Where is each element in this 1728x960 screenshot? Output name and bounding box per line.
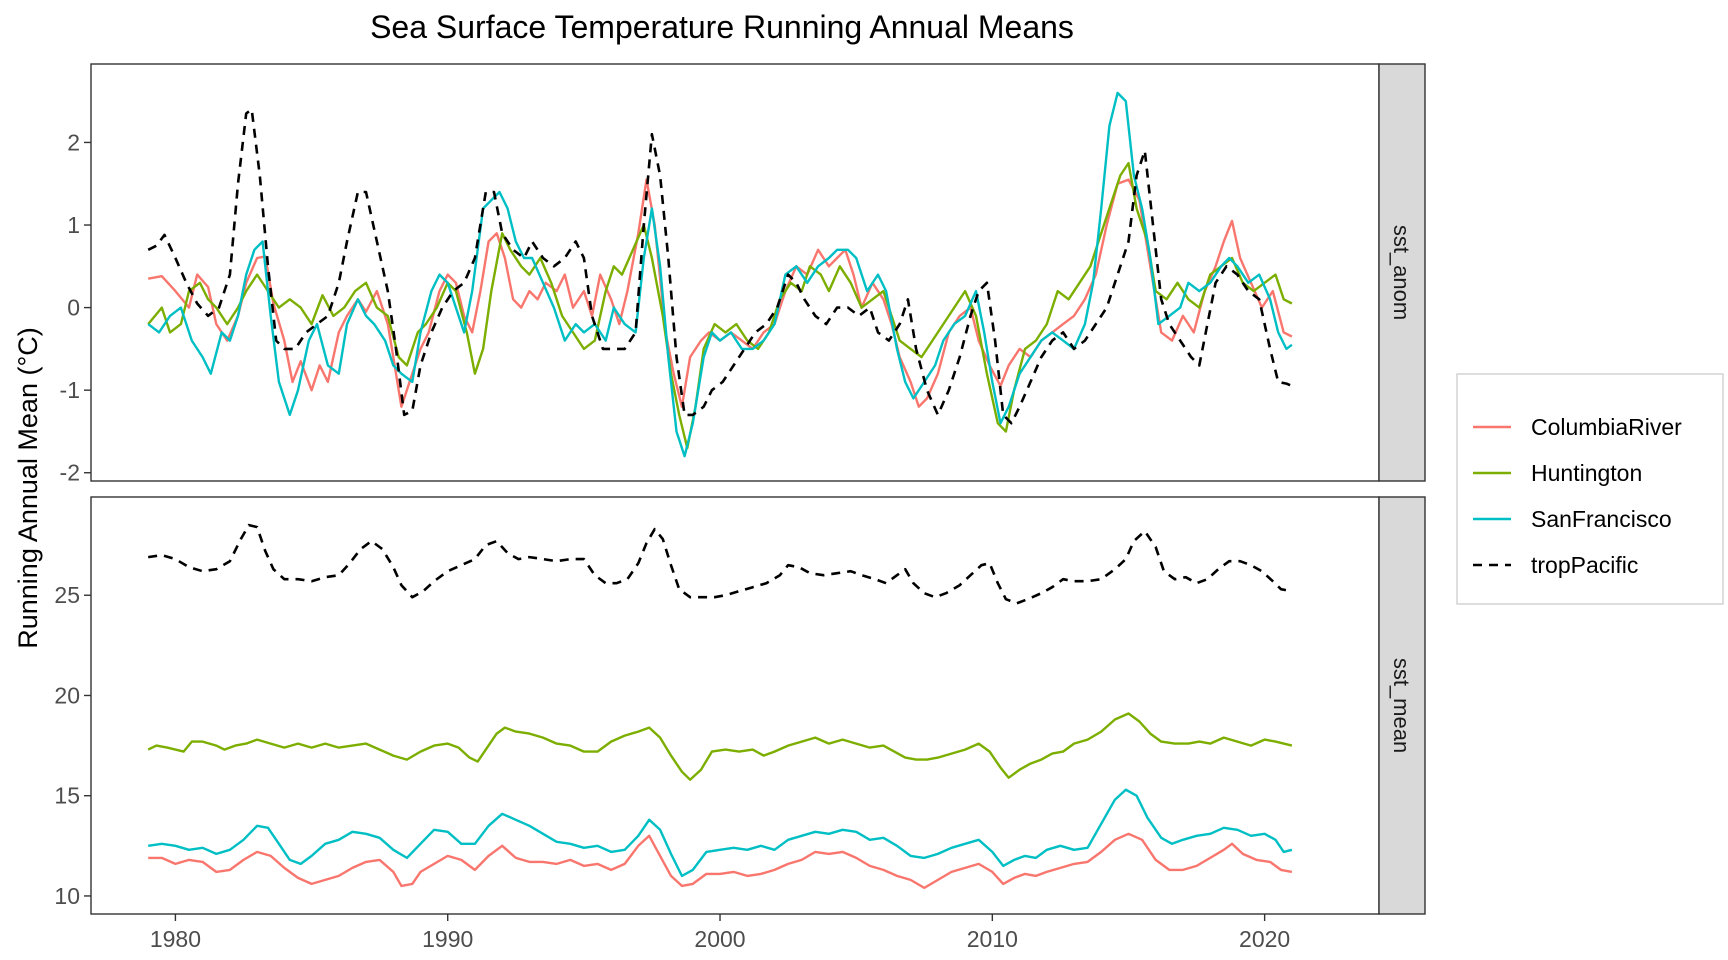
panel-sst-anom: -2 -1 0 1 2 sst_anom (60, 63, 1426, 486)
series-line-huntington (147, 161, 1293, 450)
x-tick-label: 2000 (694, 926, 745, 952)
x-tick-label: 1980 (150, 926, 201, 952)
series-line-troppacific (148, 523, 1293, 605)
series-line-huntington (147, 712, 1293, 781)
facet-strip-label: sst_mean (1389, 658, 1414, 753)
y-tick-label: -2 (60, 460, 80, 486)
legend-label-sanfrancisco: SanFrancisco (1531, 506, 1672, 532)
legend-label-huntington: Huntington (1531, 460, 1642, 486)
y-tick-label: 0 (67, 295, 80, 321)
panel-border (90, 63, 1380, 482)
legend: ColumbiaRiver Huntington SanFrancisco tropP… (1456, 373, 1724, 605)
facet-strip (1378, 496, 1426, 915)
y-tick-label: 2 (67, 129, 80, 155)
y-tick-label: 15 (54, 783, 80, 809)
series-line-sanfrancisco (148, 788, 1293, 878)
legend-label-troppacific: tropPacific (1531, 552, 1638, 578)
series-line-troppacific (147, 108, 1293, 425)
series-line-columbiariver (148, 832, 1293, 890)
legend-box (1456, 373, 1724, 605)
facet-strip (1378, 63, 1426, 482)
y-tick-label: -1 (60, 377, 80, 403)
series-line-columbiariver (147, 178, 1293, 408)
x-tick-label: 2010 (967, 926, 1018, 952)
facet-strip-label: sst_anom (1389, 225, 1414, 320)
panel-sst-mean: 10 15 20 25 sst_mean (54, 496, 1426, 915)
y-tick-label: 1 (67, 212, 80, 238)
series-line-sanfrancisco (147, 91, 1293, 458)
y-tick-label: 10 (54, 883, 80, 909)
y-axis-label: Running Annual Mean (°C) (13, 327, 43, 648)
legend-label-columbiariver: ColumbiaRiver (1531, 414, 1682, 440)
y-tick-label: 20 (54, 682, 80, 708)
chart-title: Sea Surface Temperature Running Annual M… (370, 9, 1074, 45)
x-tick-label: 2020 (1239, 926, 1290, 952)
x-tick-label: 1990 (422, 926, 473, 952)
x-axis: 1980 1990 2000 2010 2020 (150, 914, 1290, 952)
y-tick-label: 25 (54, 582, 80, 608)
